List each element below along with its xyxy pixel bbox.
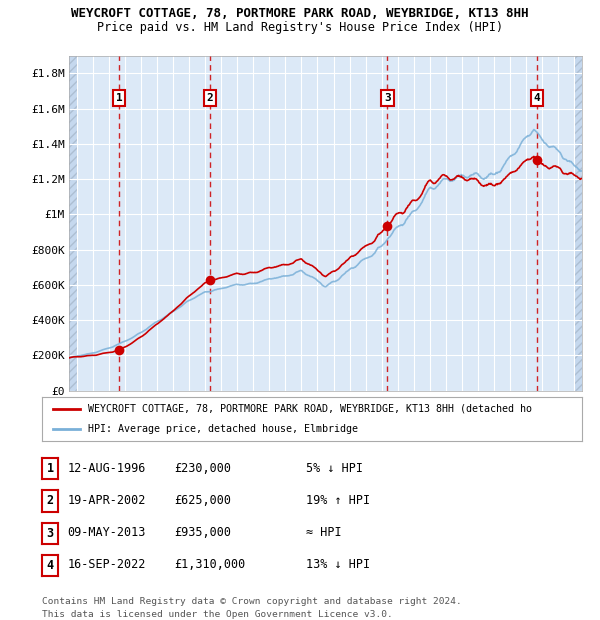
Text: 19-APR-2002: 19-APR-2002: [67, 494, 146, 507]
Text: WEYCROFT COTTAGE, 78, PORTMORE PARK ROAD, WEYBRIDGE, KT13 8HH (detached ho: WEYCROFT COTTAGE, 78, PORTMORE PARK ROAD…: [88, 404, 532, 414]
Text: 12-AUG-1996: 12-AUG-1996: [67, 462, 146, 474]
Text: Contains HM Land Registry data © Crown copyright and database right 2024.
This d: Contains HM Land Registry data © Crown c…: [42, 597, 462, 619]
Text: 3: 3: [384, 93, 391, 103]
Text: £625,000: £625,000: [174, 494, 231, 507]
Text: 16-SEP-2022: 16-SEP-2022: [67, 559, 146, 571]
Text: 4: 4: [534, 93, 541, 103]
Text: 1: 1: [47, 463, 53, 475]
Text: 2: 2: [47, 495, 53, 507]
Text: £935,000: £935,000: [174, 526, 231, 539]
Text: £1,310,000: £1,310,000: [174, 559, 245, 571]
Text: 13% ↓ HPI: 13% ↓ HPI: [306, 559, 370, 571]
Bar: [69, 56, 77, 391]
Text: 19% ↑ HPI: 19% ↑ HPI: [306, 494, 370, 507]
Text: HPI: Average price, detached house, Elmbridge: HPI: Average price, detached house, Elmb…: [88, 424, 358, 435]
Text: WEYCROFT COTTAGE, 78, PORTMORE PARK ROAD, WEYBRIDGE, KT13 8HH: WEYCROFT COTTAGE, 78, PORTMORE PARK ROAD…: [71, 7, 529, 20]
Bar: [574, 56, 582, 391]
Bar: [574, 56, 582, 391]
Text: 3: 3: [47, 527, 53, 539]
Bar: [69, 56, 77, 391]
Text: 5% ↓ HPI: 5% ↓ HPI: [306, 462, 363, 474]
Text: 2: 2: [207, 93, 214, 103]
Text: ≈ HPI: ≈ HPI: [306, 526, 341, 539]
Text: 4: 4: [47, 559, 53, 572]
Text: 09-MAY-2013: 09-MAY-2013: [67, 526, 146, 539]
Text: Price paid vs. HM Land Registry's House Price Index (HPI): Price paid vs. HM Land Registry's House …: [97, 21, 503, 34]
Text: 1: 1: [116, 93, 122, 103]
Text: £230,000: £230,000: [174, 462, 231, 474]
